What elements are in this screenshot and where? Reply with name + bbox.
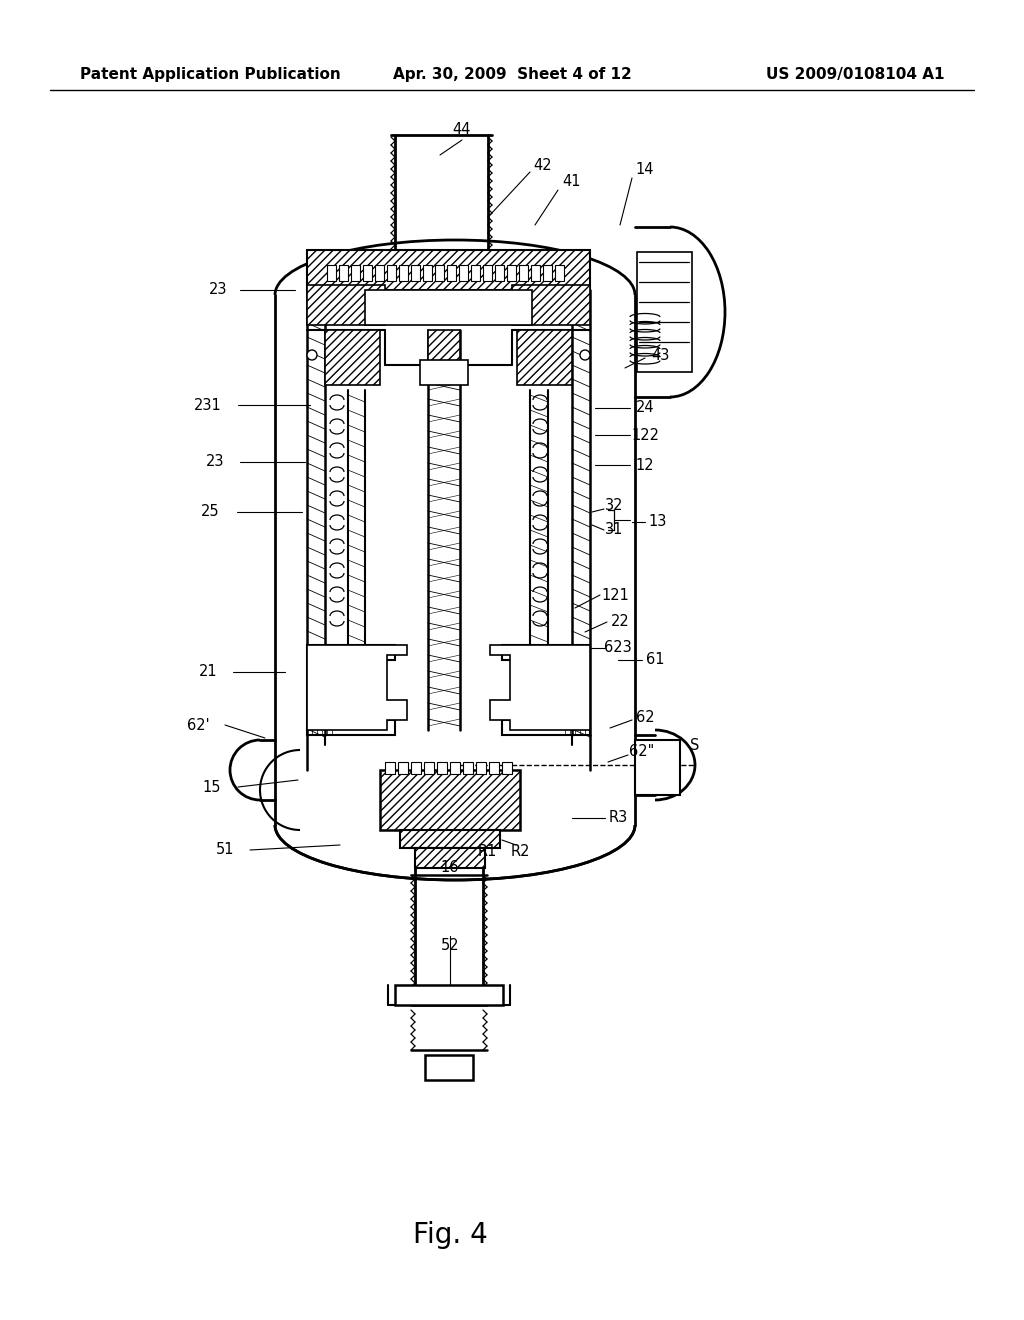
Bar — [425, 1055, 473, 1080]
Bar — [365, 290, 532, 325]
Bar — [459, 265, 468, 281]
Circle shape — [307, 350, 317, 360]
Text: Fig. 4: Fig. 4 — [413, 1221, 487, 1249]
Text: S: S — [690, 738, 699, 752]
Text: Apr. 30, 2009  Sheet 4 of 12: Apr. 30, 2009 Sheet 4 of 12 — [392, 67, 632, 82]
Bar — [495, 265, 504, 281]
Text: 32: 32 — [605, 498, 624, 512]
Text: 21: 21 — [199, 664, 217, 680]
Text: 62: 62 — [636, 710, 654, 725]
Bar — [483, 265, 492, 281]
Bar — [637, 252, 692, 372]
Text: 122: 122 — [631, 428, 659, 442]
Text: 623: 623 — [604, 640, 632, 656]
Text: 24: 24 — [636, 400, 654, 416]
Text: 23: 23 — [209, 282, 227, 297]
Bar — [385, 762, 395, 774]
Text: R1: R1 — [477, 845, 497, 859]
Text: 51: 51 — [216, 842, 234, 858]
Text: 61: 61 — [646, 652, 665, 668]
Text: R2: R2 — [510, 845, 529, 859]
Bar — [502, 762, 512, 774]
Bar — [307, 285, 385, 325]
Bar — [339, 265, 348, 281]
Bar — [635, 741, 680, 795]
Text: 52: 52 — [440, 937, 460, 953]
Bar — [489, 762, 499, 774]
Text: Patent Application Publication: Patent Application Publication — [80, 67, 341, 82]
Text: US 2009/0108104 A1: US 2009/0108104 A1 — [766, 67, 944, 82]
Bar — [519, 265, 528, 281]
Text: 121: 121 — [601, 587, 629, 602]
Bar — [450, 762, 460, 774]
Bar — [517, 330, 572, 385]
Bar — [399, 265, 408, 281]
Circle shape — [580, 350, 590, 360]
Text: 23: 23 — [206, 454, 224, 470]
Text: 44: 44 — [453, 123, 471, 137]
Bar — [435, 265, 444, 281]
Text: 22: 22 — [610, 615, 630, 630]
Bar — [420, 360, 468, 385]
Bar — [543, 265, 552, 281]
Bar — [428, 330, 460, 366]
Bar — [395, 985, 503, 1005]
Text: 31: 31 — [605, 523, 624, 537]
Bar — [476, 762, 486, 774]
Bar — [411, 265, 420, 281]
Text: 25: 25 — [201, 504, 219, 520]
Bar — [398, 762, 408, 774]
Bar — [400, 830, 500, 847]
Text: 231: 231 — [195, 397, 222, 412]
Text: 14: 14 — [636, 162, 654, 177]
Bar — [471, 265, 480, 281]
Bar — [327, 265, 336, 281]
Text: 12: 12 — [636, 458, 654, 473]
Polygon shape — [490, 645, 590, 730]
Text: 62': 62' — [186, 718, 209, 733]
Text: 42: 42 — [534, 157, 552, 173]
Bar — [351, 265, 360, 281]
Polygon shape — [307, 645, 407, 730]
Text: 62": 62" — [630, 744, 654, 759]
Bar — [375, 265, 384, 281]
Bar — [415, 847, 485, 869]
Bar — [424, 762, 434, 774]
Bar — [447, 265, 456, 281]
Bar — [387, 265, 396, 281]
Bar — [507, 265, 516, 281]
Bar — [423, 265, 432, 281]
Bar — [362, 265, 372, 281]
Text: 43: 43 — [651, 347, 670, 363]
Bar — [325, 330, 380, 385]
Bar — [411, 762, 421, 774]
Text: 15: 15 — [203, 780, 221, 795]
Text: 13: 13 — [649, 515, 668, 529]
Bar — [531, 265, 540, 281]
Bar — [307, 249, 590, 290]
Bar — [555, 265, 564, 281]
Bar — [437, 762, 447, 774]
Text: 41: 41 — [563, 174, 582, 190]
Text: 16: 16 — [440, 861, 459, 875]
Bar — [463, 762, 473, 774]
Bar — [380, 770, 520, 830]
Text: R3: R3 — [608, 810, 628, 825]
Bar — [512, 285, 590, 325]
